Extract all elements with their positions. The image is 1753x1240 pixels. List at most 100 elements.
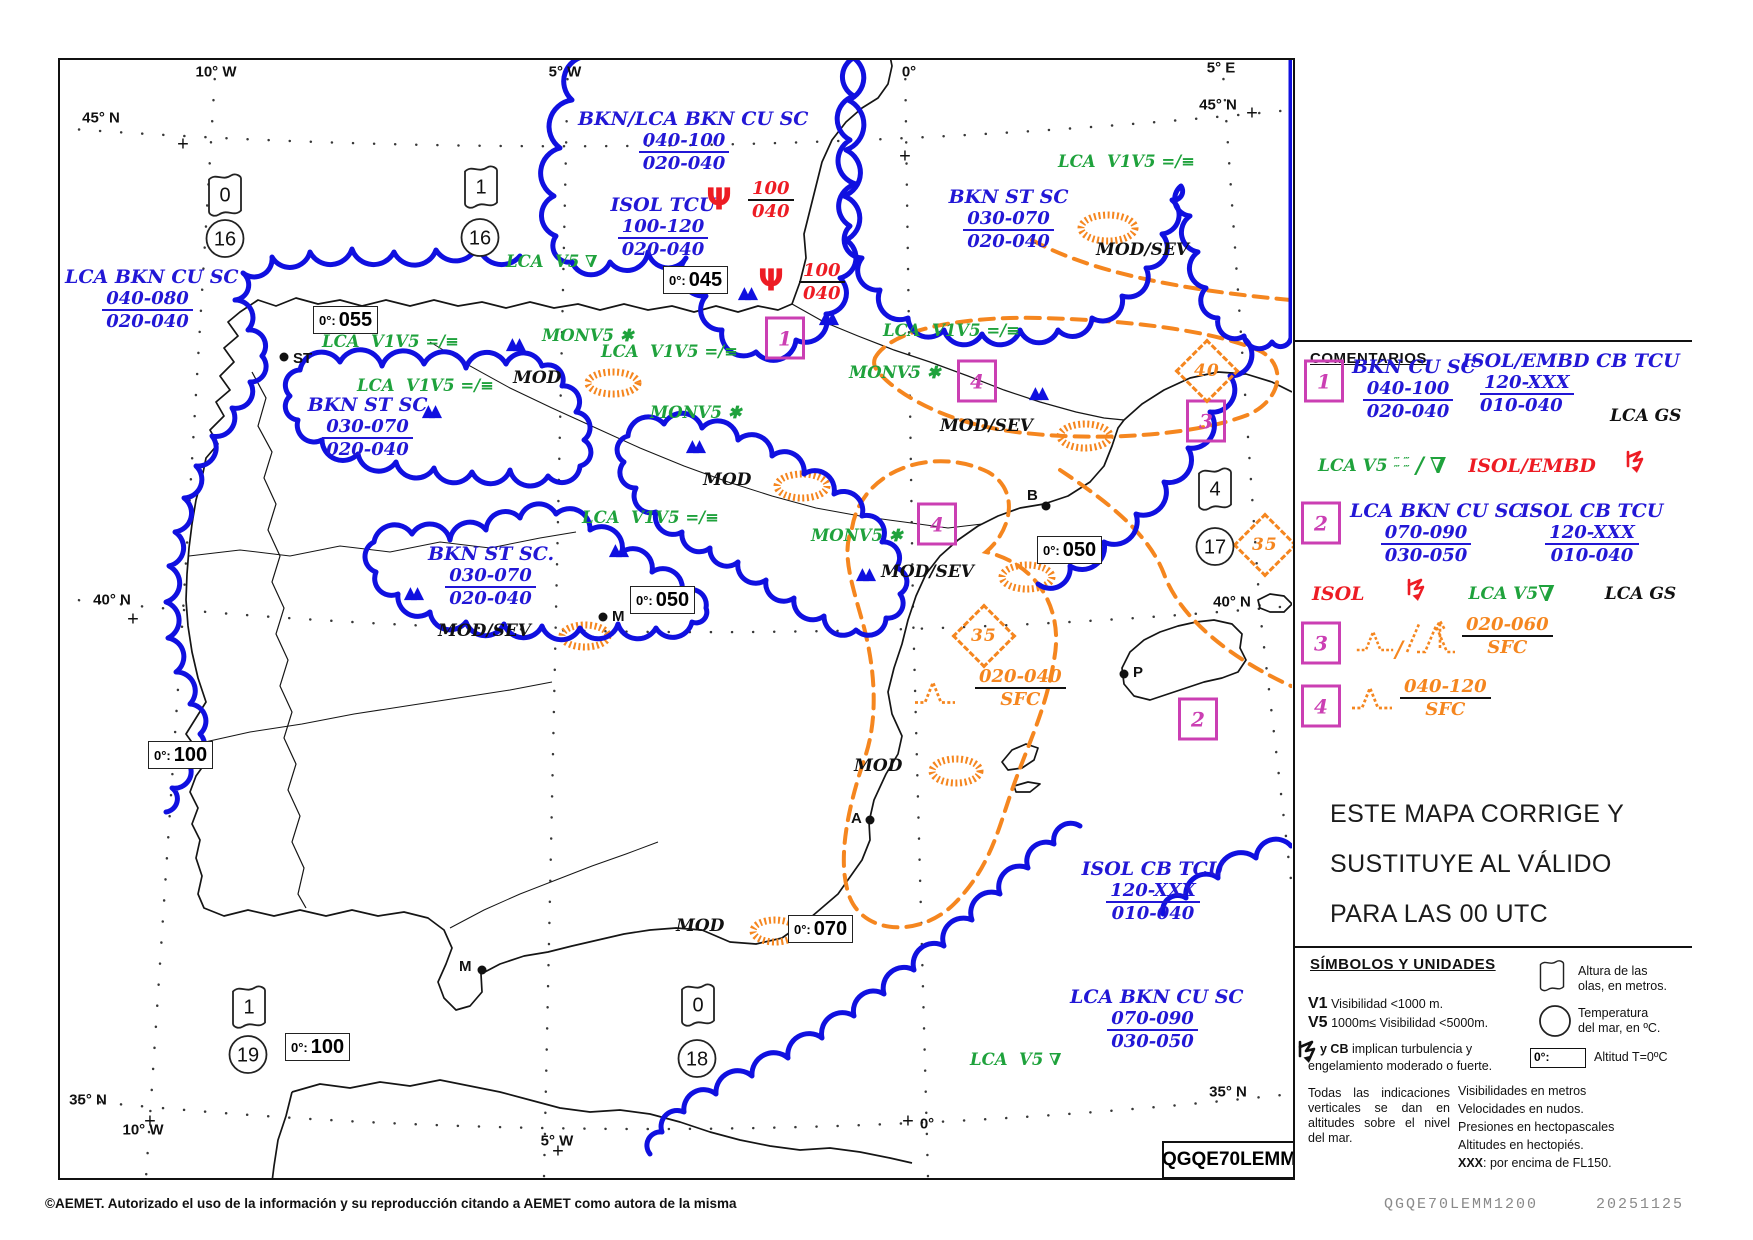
comment-1-lca-gs: LCA GS: [1610, 406, 1682, 426]
v1-legend: V1 Visibilidad <1000 m.: [1308, 995, 1444, 1012]
trident-levels: 100 040: [748, 178, 794, 222]
graticule-cross-icon: +: [144, 1110, 156, 1133]
divider-2: [1295, 946, 1692, 948]
coordinate-label: 45° N: [1199, 96, 1237, 114]
turbulence-severity-label: MOD/SEV: [438, 621, 532, 641]
mountain-wave-icon: [1350, 684, 1394, 718]
comment-1-number: 1: [1304, 359, 1344, 403]
coordinate-label: 5° W: [548, 63, 582, 81]
weather-annotation-green: LCA V1V5 =/≡: [582, 508, 720, 527]
comentarios-title: COMENTARIOS: [1310, 350, 1427, 367]
icing-icon: [1405, 578, 1427, 609]
city-dot: [598, 612, 608, 622]
city-dot: [1041, 501, 1051, 511]
cloud-layer-label: LCA BKN CU SC 070-090 030-050: [1070, 986, 1244, 1052]
todas-note: Todas las indicaciones verticales se dan…: [1308, 1086, 1450, 1145]
map-id-box: QGQE70LEMM: [1162, 1141, 1296, 1179]
turbulence-ellipse-icon: [928, 755, 984, 787]
cloud-scallop-boundary: [362, 501, 710, 643]
comment-4-number: 4: [1301, 684, 1341, 728]
city-label: A: [851, 810, 862, 827]
coordinate-label: 0°: [901, 63, 917, 81]
comment-reference-box: 4: [957, 359, 997, 403]
wave-height-flag-icon: 0: [205, 171, 245, 226]
coordinate-label: 45° N: [82, 109, 120, 127]
turbulence-ellipse-icon: [773, 470, 831, 502]
svg-text:16: 16: [469, 228, 491, 250]
cloud-scallop-boundary: [614, 410, 910, 638]
city-dot: [865, 815, 875, 825]
comment-1-group-2: ISOL/EMBD CB TCU 120-XXX 010-040: [1462, 350, 1680, 416]
city-label: B: [1027, 487, 1038, 504]
mountain-icon: ▲▲: [608, 540, 629, 560]
aviso-line-3: PARA LAS 00 UTC: [1330, 900, 1549, 928]
sea-temperature-icon: 16: [459, 217, 501, 264]
weather-annotation-green: LCA V1V5 =/≡: [1058, 152, 1196, 171]
weather-annotation-green: MONV5 ✱: [650, 403, 742, 422]
graticule-cross-icon: +: [899, 145, 911, 168]
mountain-icon: ▲▲: [818, 308, 839, 328]
mountain-icon: ▲▲: [685, 436, 706, 456]
weather-annotation-green: LCA V5 ∇: [506, 252, 598, 271]
mountain-wave-icon: [911, 675, 959, 714]
wave-height-flag-icon: 4: [1195, 465, 1235, 520]
weather-annotation-green: LCA V1V5 =/≡: [883, 321, 1021, 340]
city-label: ST: [293, 350, 313, 367]
wave-height-flag-icon: 0: [678, 981, 718, 1036]
mountain-wave-icon: /: [1355, 623, 1403, 663]
weather-annotation-green: LCA V1V5 =/≡: [357, 376, 495, 395]
cloud-scallop-boundary: [282, 347, 594, 489]
wave-flag-legend-icon: [1534, 958, 1570, 999]
turbulence-ellipse-icon: [1056, 420, 1114, 452]
footer-date: 20251125: [1596, 1196, 1685, 1213]
coordinate-label: 40° N: [1213, 593, 1251, 611]
cloud-layer-label: BKN/LCA BKN CU SC 040-100 020-040: [578, 108, 809, 174]
cloud-layer-label: LCA BKN CU SC 040-080 020-040: [65, 266, 239, 332]
coordinate-label: 10° W: [122, 1121, 164, 1139]
zero-altitude-box: 0°: 070: [788, 915, 854, 943]
wave-flag-legend-text: Altura de las olas, en metros.: [1578, 964, 1667, 993]
coordinate-label: 40° N: [93, 591, 131, 609]
weather-annotation-green: LCA V1V5 =/≡: [601, 342, 739, 361]
mountain-icon: ▲▲: [855, 564, 876, 584]
aviso-line-1: ESTE MAPA CORRIGE Y: [1330, 800, 1625, 828]
svg-text:18: 18: [686, 1049, 708, 1071]
cloud-layer-label: BKN ST SC 030-070 020-040: [948, 186, 1069, 252]
comment-3-symbols: /: [1355, 616, 1469, 663]
sea-temperature-icon: 19: [227, 1034, 269, 1081]
graticule-cross-icon: +: [902, 1110, 914, 1133]
comment-4-symbol: [1350, 680, 1394, 719]
graticule-cross-icon: +: [127, 608, 139, 631]
v5-legend: V5 1000m≤ Visibilidad <5000m.: [1308, 1014, 1489, 1031]
cloud-layer-label: ISOL CB TCU 120-XXX 010-040: [1081, 858, 1225, 924]
city-dot: [1119, 669, 1129, 679]
comment-2-line-2: ISOL LCA V5 ∇ LCA GS: [1312, 578, 1676, 609]
footer-code: QGQE70LEMM1200: [1384, 1196, 1539, 1213]
turbulence-ellipse-icon: [998, 561, 1056, 593]
turbulence-severity-label: MOD/SEV: [940, 416, 1034, 436]
cloud-layer-label: BKN ST SC 030-070 020-040: [307, 394, 428, 460]
coastline: [185, 60, 1292, 1178]
turbulence-ellipses: [558, 211, 1139, 946]
svg-text:1: 1: [475, 177, 486, 199]
sea-temperature-icon: 18: [676, 1038, 718, 1085]
weather-annotation-green: MONV5 ✱: [811, 526, 903, 545]
comment-4-levels: 040-120 SFC: [1400, 676, 1491, 720]
sea-temp-legend-icon: [1538, 1004, 1572, 1043]
map-id-text: QGQE70LEMM: [1161, 1149, 1297, 1170]
svg-text:19: 19: [237, 1045, 259, 1067]
cloud-boundaries: [163, 60, 1292, 1157]
wave-height-flag-icon: 1: [229, 983, 269, 1038]
trident-icon: Ψ: [706, 182, 732, 218]
graticule-cross-icon: +: [1246, 102, 1258, 125]
cloud-scallop-boundary: [163, 240, 523, 815]
comment-2-number: 2: [1301, 501, 1341, 545]
cloud-scallop-boundary: [1160, 836, 1292, 917]
city-dot: [279, 352, 289, 362]
sea-temperature-icon: 16: [204, 218, 246, 265]
mountain-icon: ▲▲: [505, 334, 526, 354]
aviso-line-2: SUSTITUYE AL VÁLIDO: [1330, 850, 1612, 878]
drizzle-icon: ‴ ‴ ‴ ‴: [1393, 455, 1410, 475]
zero-altitude-box: 0°: 100: [285, 1033, 351, 1061]
